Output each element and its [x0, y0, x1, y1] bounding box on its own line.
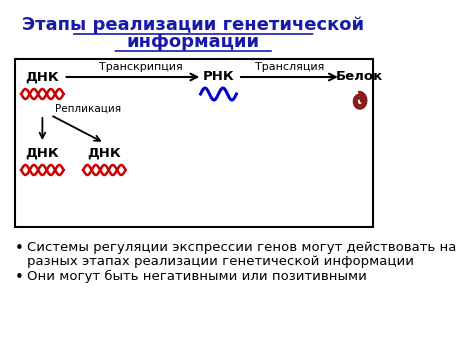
Text: Трансляция: Трансляция [255, 62, 324, 72]
Text: Они могут быть негативными или позитивными: Они могут быть негативными или позитивны… [27, 270, 367, 283]
FancyBboxPatch shape [15, 59, 374, 227]
Text: Белок: Белок [336, 71, 383, 83]
Text: Репликация: Репликация [55, 104, 121, 114]
Text: разных этапах реализации генетической информации: разных этапах реализации генетической ин… [27, 255, 414, 268]
Text: ДНК: ДНК [88, 147, 121, 159]
Text: информации: информации [127, 33, 260, 51]
Text: ДНК: ДНК [26, 147, 59, 159]
Text: Системы регуляции экспрессии генов могут действовать на: Системы регуляции экспрессии генов могут… [27, 241, 456, 254]
Text: •: • [15, 270, 24, 285]
Text: ДНК: ДНК [26, 71, 59, 83]
Text: •: • [15, 241, 24, 256]
Text: РНК: РНК [203, 71, 234, 83]
Text: Транскрипция: Транскрипция [99, 62, 183, 72]
Text: Этапы реализации генетической: Этапы реализации генетической [22, 16, 364, 34]
